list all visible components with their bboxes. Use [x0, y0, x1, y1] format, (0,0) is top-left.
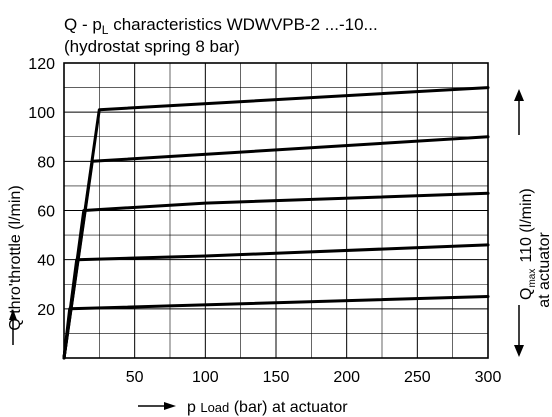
- y-tick-label: 20: [37, 302, 55, 319]
- x-tick-label: 200: [333, 369, 360, 386]
- series-line-5: [62, 86, 490, 360]
- plot-frame: [63, 62, 489, 359]
- x-tick-label: 150: [263, 369, 290, 386]
- x-tick-label: 100: [192, 369, 219, 386]
- qmax-indicator: [514, 89, 524, 357]
- y-axis-label: Q thro'throttle (l/min): [7, 185, 24, 330]
- series-group: [62, 86, 490, 360]
- x-tick-labels: 50 100 150 200 250 300: [126, 369, 502, 386]
- y-tick-labels: 20 40 60 80 100 120: [28, 56, 55, 319]
- y-tick-label: 40: [37, 253, 55, 270]
- grid: [63, 62, 489, 359]
- chart-title-line2: (hydrostat spring 8 bar): [64, 37, 240, 56]
- qmax-label-line2: at actuator: [536, 232, 552, 308]
- y-tick-label: 80: [37, 154, 55, 171]
- y-tick-label: 60: [37, 204, 55, 221]
- x-tick-label: 300: [475, 369, 502, 386]
- x-axis-arrow: [138, 402, 176, 410]
- x-axis-label: p Load (bar) at actuator: [187, 399, 348, 416]
- y-tick-label: 120: [28, 56, 55, 73]
- chart-title-line1: Q - pL characteristics WDWVPB-2 ...-10..…: [64, 15, 378, 37]
- qmax-label: Qmax110 (l/min): [518, 188, 538, 300]
- x-tick-label: 250: [404, 369, 431, 386]
- y-tick-label: 100: [28, 105, 55, 122]
- y-axis-arrow: [9, 309, 17, 345]
- x-tick-label: 50: [126, 369, 144, 386]
